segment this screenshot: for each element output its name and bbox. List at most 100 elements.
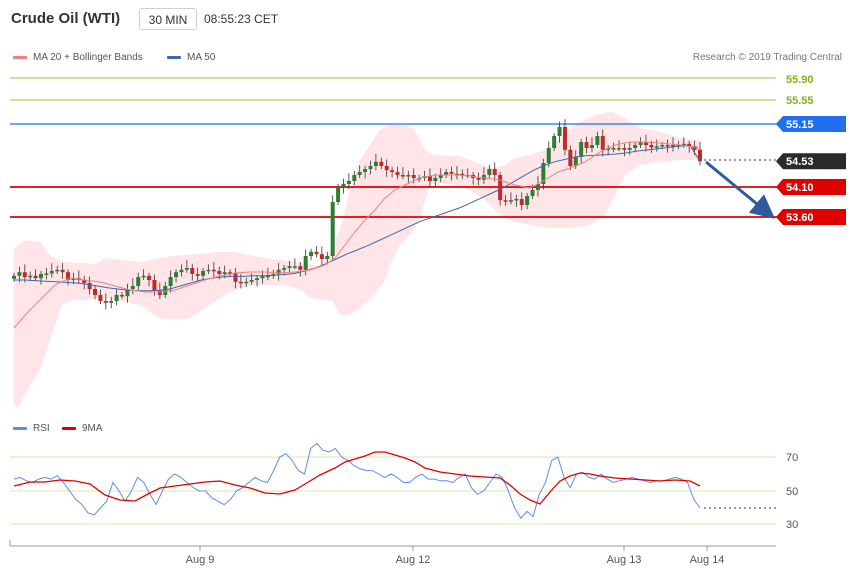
candle-body <box>228 272 233 274</box>
candle-body <box>147 275 152 280</box>
candle-body <box>179 269 184 273</box>
candle-body <box>552 136 557 148</box>
candle-body <box>184 268 189 270</box>
candles-group <box>12 119 702 310</box>
candle-body <box>562 127 567 150</box>
candle-body <box>325 256 330 259</box>
candle-body <box>363 169 368 172</box>
timeframe-selector[interactable]: 30 MIN <box>139 8 197 30</box>
candle-body <box>87 283 92 289</box>
chart-header: Crude Oil (WTI) 30 MIN 08:55:23 CET <box>0 0 850 38</box>
candle-body <box>217 271 222 274</box>
candle-body <box>546 148 551 163</box>
candle-body <box>330 202 335 256</box>
candle-body <box>514 199 519 201</box>
candle-body <box>503 200 508 202</box>
candle-body <box>314 251 319 255</box>
legend-rsi: RSI <box>13 423 50 434</box>
ma20-swatch <box>13 55 27 59</box>
candle-body <box>498 175 503 201</box>
candle-body <box>120 295 125 297</box>
candle-body <box>238 281 243 284</box>
legend-ma50: MA 50 <box>167 52 215 63</box>
candle-body <box>411 175 416 178</box>
candle-body <box>530 190 535 196</box>
candle-body <box>611 148 616 150</box>
candle-body <box>487 169 492 175</box>
rsi-label: RSI <box>33 423 50 434</box>
candle-body <box>174 272 179 277</box>
candle-body <box>384 166 389 171</box>
candle-body <box>49 271 54 274</box>
candle-body <box>454 173 459 176</box>
ma9-swatch <box>62 426 76 430</box>
price-tag-shape <box>776 116 846 132</box>
price-tag-55-15: 55.15 <box>776 116 846 132</box>
candle-body <box>579 142 584 157</box>
candle-body <box>201 271 206 276</box>
bollinger-band <box>14 112 700 408</box>
candle-body <box>595 136 600 145</box>
candle-body <box>22 272 27 277</box>
candle-body <box>557 127 562 136</box>
candle-body <box>492 169 497 175</box>
price-tags: 55.90 55.55 55.15 54.53 54.10 53.60 <box>776 74 846 225</box>
candle-body <box>292 266 297 268</box>
candle-body <box>276 269 281 274</box>
rsi-line <box>13 442 701 520</box>
candle-body <box>190 268 195 274</box>
candle-body <box>433 178 438 181</box>
price-tag-54-53: 54.53 <box>776 153 846 170</box>
candle-body <box>573 157 578 166</box>
candle-body <box>535 184 540 190</box>
candle-body <box>39 274 44 279</box>
candle-body <box>17 272 22 276</box>
candle-body <box>525 196 530 205</box>
ma20-line <box>13 141 701 329</box>
price-tag-label: 54.53 <box>786 156 814 168</box>
candle-body <box>346 181 351 184</box>
candle-body <box>692 146 697 150</box>
price-tag-label: 55.90 <box>786 74 814 86</box>
rsi-tick-30: 30 <box>786 519 798 531</box>
price-tag-shape <box>776 153 846 170</box>
price-tag-label: 53.60 <box>786 212 814 224</box>
candle-body <box>93 289 98 295</box>
legend-9ma: 9MA <box>62 423 103 434</box>
candle-body <box>319 254 324 259</box>
candle-body <box>109 301 114 303</box>
candle-body <box>643 142 648 145</box>
legend-ma20: MA 20 + Bollinger Bands <box>13 52 143 63</box>
candle-body <box>660 145 665 147</box>
x-label-aug9: Aug 9 <box>186 554 215 566</box>
candle-body <box>622 148 627 150</box>
price-tag-55-55: 55.55 <box>786 95 814 107</box>
candle-body <box>352 175 357 181</box>
candle-body <box>395 172 400 175</box>
candle-body <box>195 274 200 276</box>
candle-body <box>244 281 249 284</box>
candle-body <box>589 145 594 148</box>
candle-body <box>260 275 265 279</box>
candle-body <box>233 273 238 282</box>
candle-body <box>44 273 49 275</box>
candle-body <box>125 289 130 297</box>
candle-body <box>368 166 373 169</box>
candle-body <box>309 251 314 256</box>
candle-body <box>438 175 443 178</box>
price-tag-54-10: 54.10 <box>776 179 846 195</box>
candle-body <box>157 290 162 295</box>
candle-body <box>341 184 346 187</box>
candle-body <box>633 145 638 148</box>
x-label-aug13: Aug 13 <box>607 554 642 566</box>
price-tag-label: 55.55 <box>786 95 814 107</box>
candle-body <box>55 269 60 272</box>
candle-body <box>28 275 33 278</box>
candle-body <box>670 145 675 147</box>
price-tag-label: 54.10 <box>786 182 814 194</box>
candle-body <box>136 277 141 286</box>
ma20-label: MA 20 + Bollinger Bands <box>33 52 143 63</box>
x-label-aug14: Aug 14 <box>690 554 725 566</box>
forecast-arrow <box>705 160 775 219</box>
